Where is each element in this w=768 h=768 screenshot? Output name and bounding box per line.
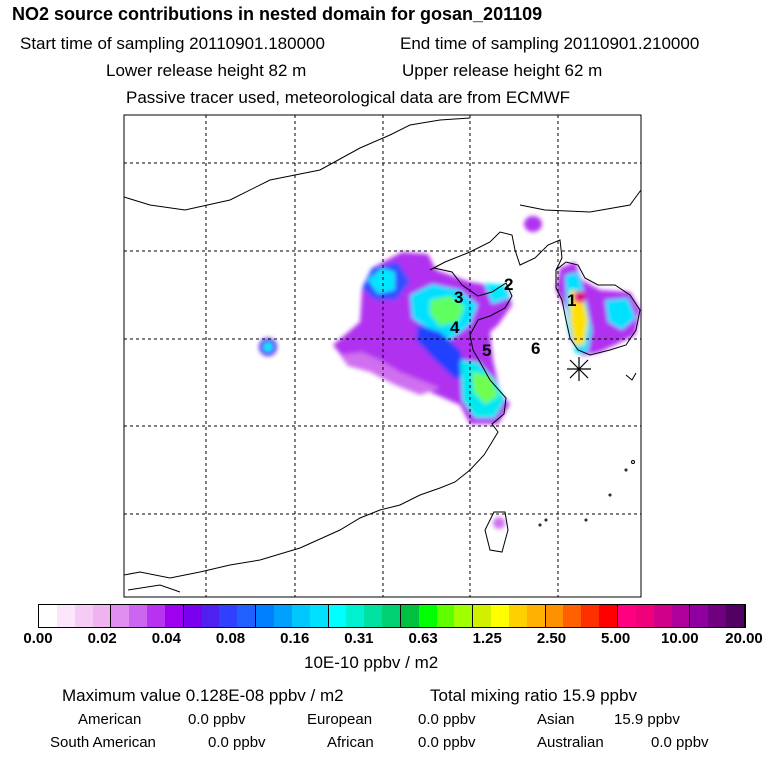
- colorbar-segment: [256, 605, 274, 627]
- colorbar-segment: [291, 605, 310, 627]
- colorbar-segment: [671, 605, 691, 627]
- colorbar-segment: [382, 605, 401, 627]
- colorbar-segment: [473, 605, 492, 627]
- european-label: European: [307, 711, 373, 728]
- coastlines: [123, 117, 642, 593]
- european-value: 0.0 ppbv: [418, 711, 476, 728]
- colorbar-units: 10E-10 ppbv / m2: [304, 653, 439, 672]
- colorbar-segment: [726, 605, 745, 627]
- colorbar: [38, 604, 746, 628]
- colorbar-segment: [400, 605, 419, 627]
- colorbar-tick-label: 0.31: [344, 630, 374, 647]
- source-contribution-map: 1 2 3 4 5 6: [123, 114, 642, 598]
- colorbar-segment: [219, 605, 238, 627]
- patch-north: [524, 216, 542, 232]
- colorbar-tick-label: 0.00: [23, 630, 53, 647]
- african-label: African: [327, 734, 374, 751]
- plume-green-center: [430, 296, 465, 326]
- gosan-star-icon: [567, 357, 591, 381]
- african-value: 0.0 ppbv: [418, 734, 476, 751]
- plume-light-purple: [340, 352, 440, 395]
- start-time-label: Start time of sampling 20110901.180000: [20, 34, 325, 53]
- plume-cyan-nw: [368, 268, 395, 294]
- colorbar-segment: [436, 605, 455, 627]
- australian-label: Australian: [537, 734, 604, 751]
- colorbar-segment: [708, 605, 727, 627]
- colorbar-segment: [129, 605, 148, 627]
- colorbar-segment: [237, 605, 257, 627]
- colorbar-tick-label: 0.08: [215, 630, 246, 647]
- colorbar-tick-label: 0.04: [151, 630, 181, 647]
- plot-title: NO2 source contributions in nested domai…: [12, 4, 543, 24]
- colorbar-segment: [201, 605, 220, 627]
- colorbar-segment: [563, 605, 582, 627]
- colorbar-segment: [690, 605, 709, 627]
- plume-korea-yellow: [570, 290, 588, 345]
- colorbar-segment: [508, 605, 527, 627]
- colorbar-segment: [39, 605, 57, 627]
- american-value: 0.0 ppbv: [188, 711, 246, 728]
- region-label-5: 5: [482, 341, 491, 360]
- colorbar-segment: [309, 605, 329, 627]
- colorbar-segment: [653, 605, 672, 627]
- colorbar-segment: [147, 605, 165, 627]
- region-label-2: 2: [504, 275, 513, 294]
- colorbar-segment: [526, 605, 546, 627]
- colorbar-segment: [346, 605, 365, 627]
- colorbar-segment: [364, 605, 383, 627]
- colorbar-segment: [545, 605, 564, 627]
- colorbar-segment: [418, 605, 437, 627]
- american-label: American: [78, 711, 142, 728]
- tracer-note: Passive tracer used, meteorological data…: [126, 88, 571, 107]
- colorbar-segment: [581, 605, 600, 627]
- colorbar-tick-label: 10.00: [661, 630, 699, 647]
- south-american-label: South American: [50, 734, 156, 751]
- plume-blue-center: [416, 325, 466, 380]
- lower-height-label: Lower release height 82 m: [106, 61, 307, 80]
- plume-green-south: [472, 372, 498, 404]
- colorbar-tick-label: 20.00: [725, 630, 763, 647]
- colorbar-tick-label: 0.16: [280, 630, 310, 647]
- plume-cyan-shandong: [484, 283, 510, 304]
- australian-value: 0.0 ppbv: [651, 734, 709, 751]
- colorbar-segment: [183, 605, 202, 627]
- colorbar-segment: [328, 605, 347, 627]
- colorbar-tick-label: 0.63: [408, 630, 438, 647]
- grid-lines: [124, 115, 641, 597]
- region-label-3: 3: [454, 288, 463, 307]
- asian-value: 15.9 ppbv: [614, 711, 680, 728]
- colorbar-segment: [454, 605, 474, 627]
- colorbar-segment: [599, 605, 618, 627]
- upper-height-label: Upper release height 62 m: [402, 61, 603, 80]
- region-label-1: 1: [567, 291, 576, 310]
- colorbar-tick-label: 0.02: [87, 630, 117, 647]
- total-mixing-ratio: Total mixing ratio 15.9 ppbv: [430, 686, 637, 705]
- colorbar-tick-label: 5.00: [601, 630, 631, 647]
- colorbar-segment: [618, 605, 636, 627]
- region-label-6: 6: [531, 339, 540, 358]
- south-american-value: 0.0 ppbv: [208, 734, 266, 751]
- colorbar-tick-label: 2.50: [536, 630, 567, 647]
- end-time-label: End time of sampling 20110901.210000: [400, 34, 700, 53]
- colorbar-segment: [92, 605, 112, 627]
- concentration-field: [259, 216, 640, 529]
- colorbar-segment: [164, 605, 184, 627]
- patch-taiwan: [493, 517, 505, 529]
- asian-label: Asian: [537, 711, 575, 728]
- region-label-4: 4: [450, 318, 460, 337]
- colorbar-segment: [56, 605, 75, 627]
- plume-korea-peak: [574, 291, 586, 303]
- colorbar-tick-label: 1.25: [472, 630, 502, 647]
- colorbar-segment: [635, 605, 654, 627]
- colorbar-segment: [111, 605, 130, 627]
- colorbar-segment: [491, 605, 509, 627]
- max-value: Maximum value 0.128E-08 ppbv / m2: [62, 686, 344, 705]
- colorbar-segment: [273, 605, 292, 627]
- colorbar-segment: [74, 605, 93, 627]
